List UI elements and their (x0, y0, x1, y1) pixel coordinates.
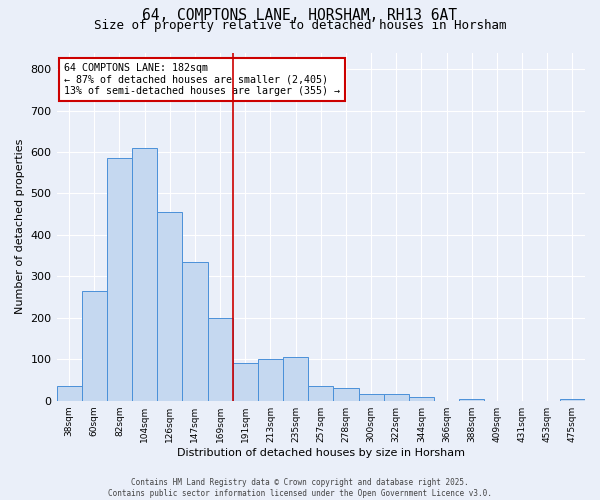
Bar (82, 291, 107, 401)
Bar (459, 398, 484, 400)
Bar (182, 262, 208, 400)
Y-axis label: Number of detached properties: Number of detached properties (15, 139, 25, 314)
Text: 64 COMPTONS LANE: 182sqm
← 87% of detached houses are smaller (2,405)
13% of sem: 64 COMPTONS LANE: 182sqm ← 87% of detach… (64, 63, 340, 96)
Bar (107, 158, 132, 400)
Bar (56, 386, 82, 400)
Bar (359, 394, 383, 400)
Bar (560, 398, 585, 400)
Bar (409, 396, 434, 400)
Bar (283, 357, 308, 401)
Bar (208, 318, 233, 400)
Bar (383, 394, 409, 400)
Text: Size of property relative to detached houses in Horsham: Size of property relative to detached ho… (94, 19, 506, 32)
Bar (132, 148, 157, 401)
X-axis label: Distribution of detached houses by size in Horsham: Distribution of detached houses by size … (177, 448, 465, 458)
Bar (308, 386, 334, 400)
Bar (233, 364, 258, 401)
Bar (258, 360, 283, 401)
Bar (334, 388, 359, 400)
Text: 64, COMPTONS LANE, HORSHAM, RH13 6AT: 64, COMPTONS LANE, HORSHAM, RH13 6AT (143, 8, 458, 22)
Bar (157, 212, 182, 400)
Text: Contains HM Land Registry data © Crown copyright and database right 2025.
Contai: Contains HM Land Registry data © Crown c… (108, 478, 492, 498)
